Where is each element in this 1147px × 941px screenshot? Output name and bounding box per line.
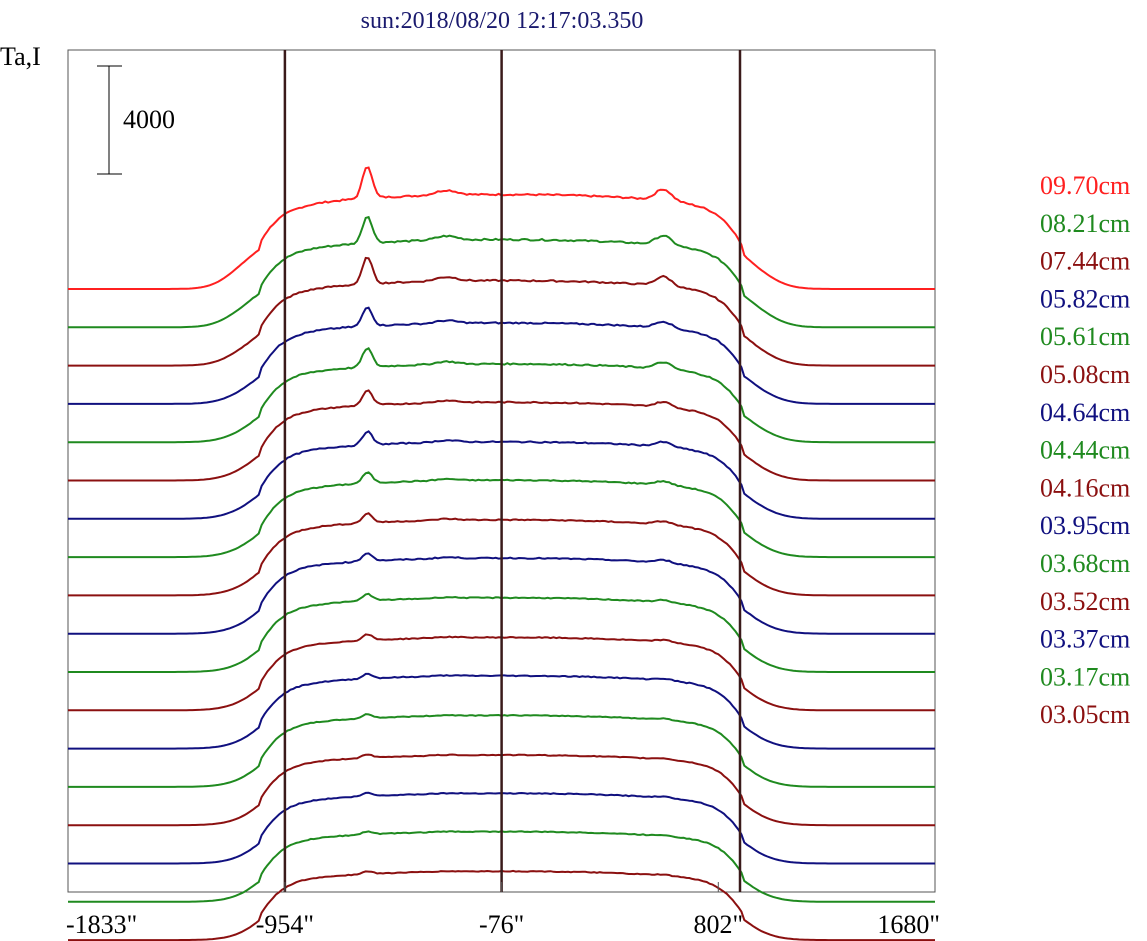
scale-bar-label: 4000 [123,105,175,134]
legend-item: 03.68cm [1040,549,1130,578]
x-tick-label: 1680" [877,910,940,939]
legend-item: 04.44cm [1040,436,1130,465]
chart-title: sun:2018/08/20 12:17:03.350 [361,8,644,34]
x-tick-label: -954" [256,910,314,939]
legend-item: 05.82cm [1040,284,1130,313]
legend-item: 09.70cm [1040,171,1130,200]
scale-bar: 4000 [97,65,175,175]
x-tick-label: -76" [479,910,524,939]
legend: 09.70cm 08.21cm 07.44cm 05.82cm 05.61cm 05.08… [1040,171,1130,729]
x-tick-label: -1833" [66,910,137,939]
y-axis-label: Ta,I [0,42,41,71]
legend-item: 03.52cm [1040,587,1130,616]
legend-item: 05.61cm [1040,322,1130,351]
legend-item: 04.64cm [1040,398,1130,427]
legend-item: 03.17cm [1040,662,1130,691]
legend-item: 05.08cm [1040,360,1130,389]
legend-item: 04.16cm [1040,473,1130,502]
x-axis: -1833" -954" -76" 802" 1680" [66,882,940,939]
legend-item: 08.21cm [1040,209,1130,238]
legend-item: 03.05cm [1040,700,1130,729]
legend-item: 03.95cm [1040,511,1130,540]
legend-item: 07.44cm [1040,247,1130,276]
vertical-markers [283,50,742,892]
legend-item: 03.37cm [1040,625,1130,654]
x-tick-label: 802" [693,910,743,939]
